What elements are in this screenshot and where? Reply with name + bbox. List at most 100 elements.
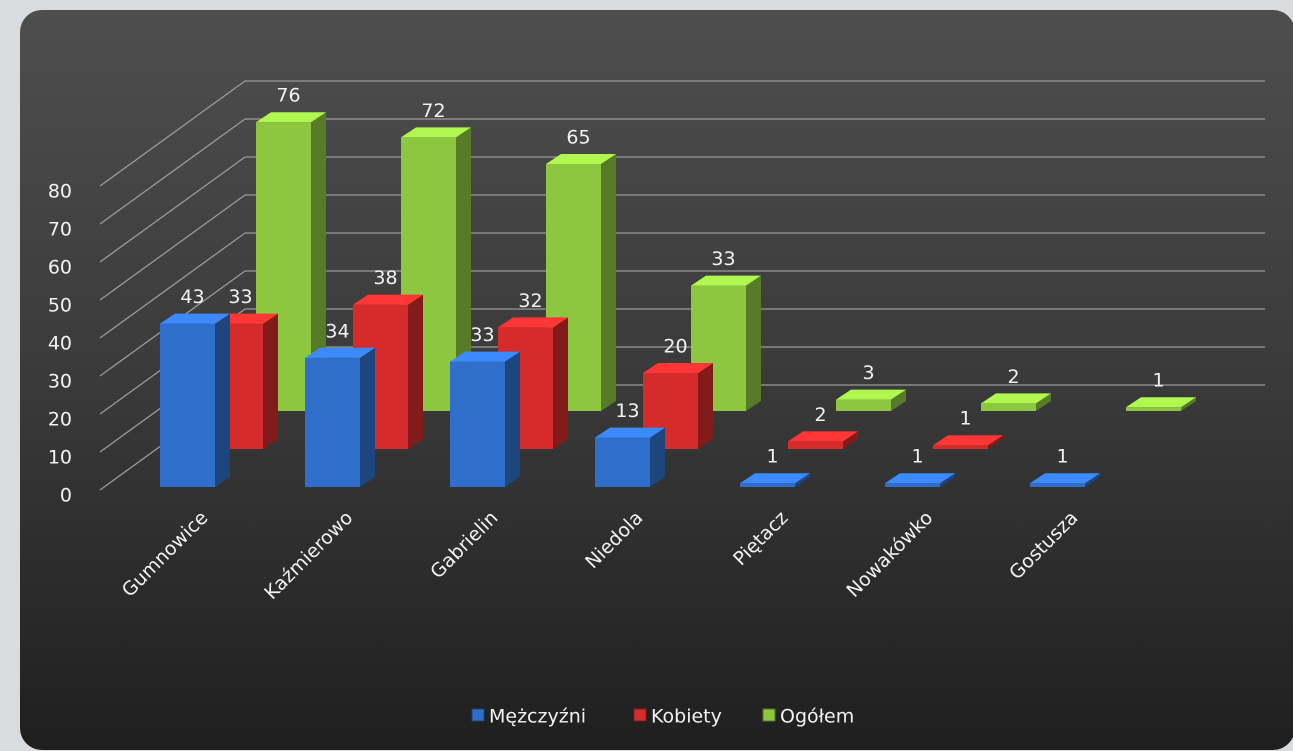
data-label: 43 — [180, 286, 204, 308]
data-label: 65 — [566, 127, 590, 149]
bar — [450, 351, 520, 487]
y-tick-label: 60 — [48, 257, 72, 279]
bar-face — [601, 154, 616, 411]
grid-line — [99, 80, 246, 187]
bar-face — [981, 403, 1036, 411]
bar — [305, 347, 375, 487]
y-tick-label: 50 — [48, 295, 72, 317]
grid-line — [99, 232, 246, 339]
bar-face — [746, 275, 761, 411]
bar-face — [891, 389, 906, 411]
bar-face — [450, 361, 505, 487]
bar-face — [1181, 397, 1196, 411]
bar-face — [698, 363, 713, 449]
bar — [740, 473, 810, 487]
data-label: 1 — [766, 446, 778, 468]
legend-swatch — [762, 708, 776, 722]
bar-face — [160, 323, 215, 487]
data-label: 2 — [1007, 366, 1019, 388]
bar-face — [595, 437, 650, 487]
bar-face — [408, 294, 423, 449]
legend-label: Mężczyźni — [489, 706, 586, 728]
bar-face — [456, 127, 471, 412]
bar-face — [160, 313, 230, 324]
bar-face — [546, 154, 616, 164]
data-label: 33 — [711, 248, 735, 270]
bar-face — [311, 112, 326, 411]
bar-face — [836, 389, 906, 400]
legend-label: Ogółem — [780, 706, 854, 728]
bar-face — [740, 483, 795, 487]
bar-face — [1085, 473, 1100, 487]
data-label: 33 — [470, 324, 494, 346]
data-label: 2 — [814, 404, 826, 426]
bar — [1126, 397, 1196, 411]
data-label: 1 — [911, 446, 923, 468]
bar-face — [843, 431, 858, 449]
y-tick-label: 0 — [60, 485, 72, 507]
bar-face — [353, 294, 423, 305]
bar-face — [595, 427, 665, 438]
bar-face — [940, 473, 955, 487]
bar-face — [650, 427, 665, 487]
data-label: 13 — [615, 400, 639, 422]
bar-face — [401, 127, 471, 138]
bar-face — [643, 363, 713, 373]
bar-face — [360, 347, 375, 487]
bar-face — [788, 431, 858, 442]
bar — [1030, 473, 1100, 487]
bar-face — [1036, 393, 1051, 411]
data-label: 1 — [1056, 446, 1068, 468]
bar-face — [885, 473, 955, 484]
grid-line — [99, 156, 246, 263]
bar-face — [305, 347, 375, 358]
bar — [885, 473, 955, 487]
bar-face — [215, 313, 230, 487]
data-label: 20 — [663, 336, 687, 358]
bar-face — [1126, 397, 1196, 408]
bar-face — [740, 473, 810, 484]
bar — [256, 112, 326, 411]
bar-face — [933, 435, 1003, 446]
bar-face — [1030, 483, 1085, 487]
bar-face — [263, 313, 278, 449]
bar — [933, 435, 1003, 449]
data-label: 1 — [1152, 370, 1164, 392]
bar-face — [836, 399, 891, 411]
bar-face — [498, 317, 568, 328]
data-label: 38 — [373, 267, 397, 289]
y-tick-label: 40 — [48, 333, 72, 355]
data-label: 32 — [518, 290, 542, 312]
y-tick-label: 70 — [48, 219, 72, 241]
bar-face — [256, 112, 326, 123]
bar-face — [450, 351, 520, 362]
y-tick-label: 80 — [48, 181, 72, 203]
bar-face — [981, 393, 1051, 404]
y-tick-label: 10 — [48, 447, 72, 469]
bar — [788, 431, 858, 449]
bar-face — [788, 441, 843, 449]
data-label: 34 — [325, 320, 349, 342]
bar-face — [305, 357, 360, 487]
bar-face — [553, 317, 568, 449]
data-label: 3 — [862, 362, 874, 384]
bar-face — [1030, 473, 1100, 484]
data-label: 72 — [421, 100, 445, 122]
legend-label: Kobiety — [651, 706, 722, 728]
bar — [595, 427, 665, 487]
grid-line — [99, 194, 246, 301]
bar-face — [988, 435, 1003, 449]
bar-face — [1126, 407, 1181, 411]
data-label: 1 — [959, 408, 971, 430]
legend-swatch — [633, 708, 647, 722]
bar — [981, 393, 1051, 411]
bar — [836, 389, 906, 411]
grid-line — [99, 118, 246, 225]
y-tick-label: 20 — [48, 409, 72, 431]
bar-face — [691, 275, 761, 286]
bar — [160, 313, 230, 487]
data-label: 76 — [276, 85, 300, 107]
bar-face — [795, 473, 810, 487]
